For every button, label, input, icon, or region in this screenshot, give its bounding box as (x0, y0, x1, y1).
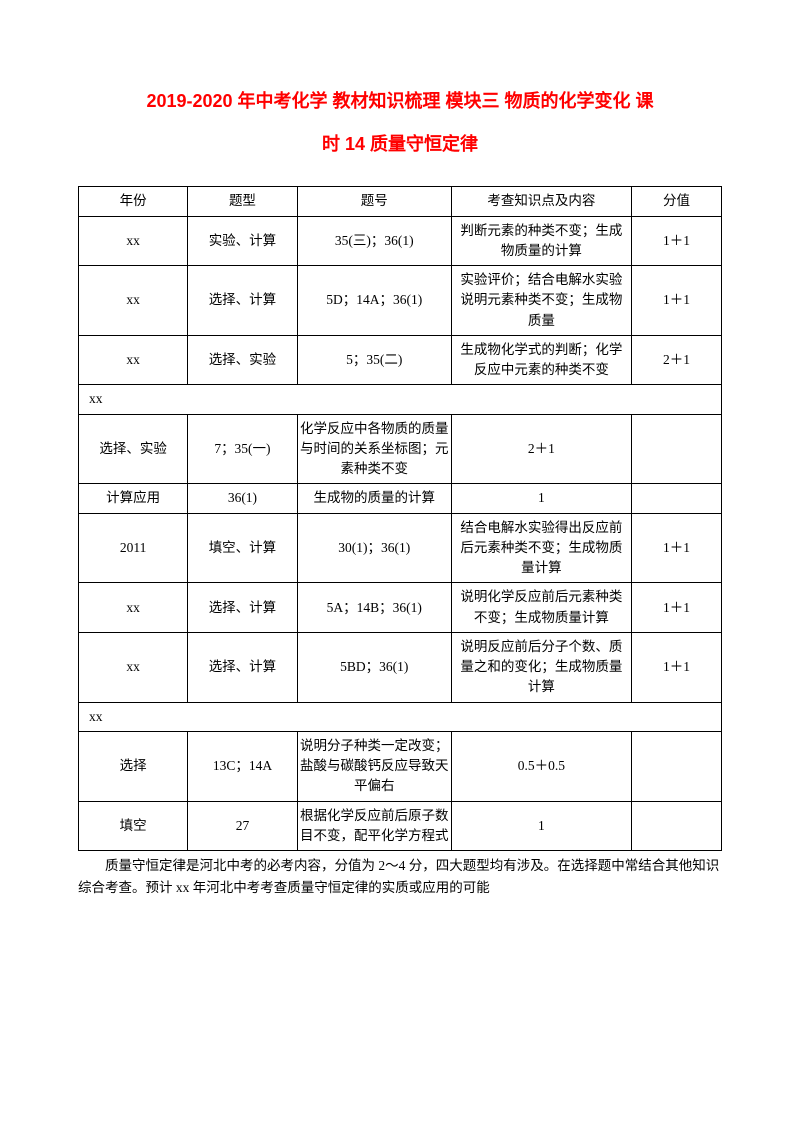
exam-table: 年份 题型 题号 考查知识点及内容 分值 xx 实验、计算 35(三)；36(1… (78, 186, 722, 851)
cell-qtype: 选择、实验 (188, 335, 297, 385)
cell-year: xx (79, 335, 188, 385)
cell-empty (631, 414, 721, 484)
cell-qnum: 27 (188, 801, 297, 851)
cell-qtype: 计算应用 (79, 484, 188, 513)
cell-qtype: 填空 (79, 801, 188, 851)
table-row: xx 选择、计算 5D；14A；36(1) 实验评价；结合电解水实验说明元素种类… (79, 266, 722, 336)
table-row: xx 选择、计算 5A；14B；36(1) 说明化学反应前后元素种类不变；生成物… (79, 583, 722, 633)
title-line-1: 2019-2020 年中考化学 教材知识梳理 模块三 物质的化学变化 课 (146, 91, 653, 111)
cell-year: 2011 (79, 513, 188, 583)
cell-content: 生成物的质量的计算 (297, 484, 451, 513)
cell-content: 实验评价；结合电解水实验说明元素种类不变；生成物质量 (451, 266, 631, 336)
cell-qtype: 选择、实验 (79, 414, 188, 484)
cell-qtype: 选择、计算 (188, 266, 297, 336)
cell-year: xx (79, 583, 188, 633)
cell-year: xx (79, 216, 188, 266)
cell-empty (631, 731, 721, 801)
cell-content: 化学反应中各物质的质量与时间的关系坐标图；元素种类不变 (297, 414, 451, 484)
cell-qnum: 35(三)；36(1) (297, 216, 451, 266)
table-row: 选择 13C；14A 说明分子种类一定改变；盐酸与碳酸钙反应导致天平偏右 0.5… (79, 731, 722, 801)
cell-qnum: 30(1)；36(1) (297, 513, 451, 583)
table-row: 填空 27 根据化学反应前后原子数目不变，配平化学方程式 1 (79, 801, 722, 851)
cell-score: 2＋1 (631, 335, 721, 385)
cell-qnum: 36(1) (188, 484, 297, 513)
cell-empty (631, 801, 721, 851)
table-row: xx 选择、计算 5BD；36(1) 说明反应前后分子个数、质量之和的变化；生成… (79, 632, 722, 702)
cell-empty (631, 484, 721, 513)
table-row: xx (79, 385, 722, 414)
header-qtype: 题型 (188, 187, 297, 216)
table-row: xx 选择、实验 5；35(二) 生成物化学式的判断；化学反应中元素的种类不变 … (79, 335, 722, 385)
doc-title: 2019-2020 年中考化学 教材知识梳理 模块三 物质的化学变化 课 时 1… (78, 80, 722, 166)
cell-score: 1＋1 (631, 513, 721, 583)
footer-paragraph: 质量守恒定律是河北中考的必考内容，分值为 2～4 分，四大题型均有涉及。在选择题… (78, 855, 722, 898)
cell-qnum: 13C；14A (188, 731, 297, 801)
cell-qnum: 5A；14B；36(1) (297, 583, 451, 633)
cell-content: 说明化学反应前后元素种类不变；生成物质量计算 (451, 583, 631, 633)
table-row: 2011 填空、计算 30(1)；36(1) 结合电解水实验得出反应前后元素种类… (79, 513, 722, 583)
title-line-2: 时 14 质量守恒定律 (322, 134, 478, 154)
table-header-row: 年份 题型 题号 考查知识点及内容 分值 (79, 187, 722, 216)
header-qnum: 题号 (297, 187, 451, 216)
cell-year: xx (79, 385, 722, 414)
cell-qnum: 5；35(二) (297, 335, 451, 385)
cell-qnum: 7；35(一) (188, 414, 297, 484)
header-content: 考查知识点及内容 (451, 187, 631, 216)
cell-content: 根据化学反应前后原子数目不变，配平化学方程式 (297, 801, 451, 851)
cell-content: 说明反应前后分子个数、质量之和的变化；生成物质量计算 (451, 632, 631, 702)
table-row: xx (79, 702, 722, 731)
cell-qnum: 5D；14A；36(1) (297, 266, 451, 336)
cell-score: 0.5＋0.5 (451, 731, 631, 801)
cell-year: xx (79, 266, 188, 336)
cell-qnum: 5BD；36(1) (297, 632, 451, 702)
cell-score: 1 (451, 484, 631, 513)
cell-qtype: 选择、计算 (188, 583, 297, 633)
table-row: 计算应用 36(1) 生成物的质量的计算 1 (79, 484, 722, 513)
cell-content: 判断元素的种类不变；生成物质量的计算 (451, 216, 631, 266)
cell-content: 生成物化学式的判断；化学反应中元素的种类不变 (451, 335, 631, 385)
cell-score: 1 (451, 801, 631, 851)
table-row: xx 实验、计算 35(三)；36(1) 判断元素的种类不变；生成物质量的计算 … (79, 216, 722, 266)
cell-qtype: 实验、计算 (188, 216, 297, 266)
cell-year: xx (79, 632, 188, 702)
cell-score: 1＋1 (631, 266, 721, 336)
cell-score: 2＋1 (451, 414, 631, 484)
header-year: 年份 (79, 187, 188, 216)
cell-score: 1＋1 (631, 583, 721, 633)
cell-content: 说明分子种类一定改变；盐酸与碳酸钙反应导致天平偏右 (297, 731, 451, 801)
cell-qtype: 选择、计算 (188, 632, 297, 702)
header-score: 分值 (631, 187, 721, 216)
table-row: 选择、实验 7；35(一) 化学反应中各物质的质量与时间的关系坐标图；元素种类不… (79, 414, 722, 484)
cell-score: 1＋1 (631, 216, 721, 266)
cell-qtype: 选择 (79, 731, 188, 801)
cell-year: xx (79, 702, 722, 731)
cell-qtype: 填空、计算 (188, 513, 297, 583)
cell-score: 1＋1 (631, 632, 721, 702)
cell-content: 结合电解水实验得出反应前后元素种类不变；生成物质量计算 (451, 513, 631, 583)
